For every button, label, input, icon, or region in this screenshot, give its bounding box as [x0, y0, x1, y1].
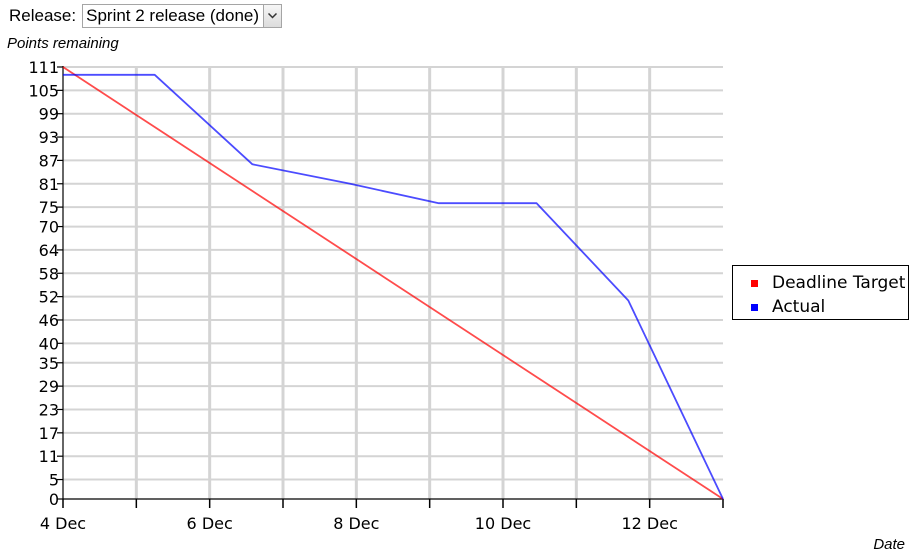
y-tick-label: 105	[28, 81, 59, 100]
legend-swatch	[751, 279, 758, 287]
y-tick-label: 35	[39, 354, 59, 373]
y-tick-label: 52	[39, 288, 59, 307]
x-tick-label: 6 Dec	[187, 514, 233, 533]
x-tick-label: 4 Dec	[40, 514, 86, 533]
series-line-deadline-target	[62, 66, 724, 500]
legend-item: Deadline Target	[733, 271, 908, 295]
y-tick-label: 40	[39, 334, 59, 353]
y-tick-label: 17	[39, 424, 59, 443]
legend-label: Deadline Target	[772, 273, 906, 293]
chart-legend: Deadline Target Actual	[732, 265, 909, 320]
y-tick-label: 5	[49, 471, 59, 490]
series-line-actual	[63, 73, 724, 500]
release-label: Release:	[9, 6, 77, 25]
y-tick-label: 23	[39, 400, 59, 419]
x-axis-title: Date	[873, 536, 905, 553]
y-tick-label: 99	[39, 105, 59, 124]
legend-item: Actual	[733, 295, 908, 319]
x-tick-label: 10 Dec	[475, 514, 531, 533]
chevron-down-icon[interactable]	[263, 5, 282, 27]
x-tick-label: 12 Dec	[621, 514, 677, 533]
release-selector: Release: Sprint 2 release (done)	[9, 3, 283, 29]
y-tick-label: 46	[39, 311, 59, 330]
legend-swatch	[751, 303, 758, 311]
y-tick-label: 11	[39, 447, 59, 466]
release-select-value: Sprint 2 release (done)	[86, 6, 260, 25]
legend-label: Actual	[772, 297, 826, 317]
y-tick-label: 58	[39, 264, 59, 283]
y-tick-label: 64	[39, 241, 59, 260]
y-axis-title: Points remaining	[7, 35, 119, 52]
y-tick-label: 93	[39, 128, 59, 147]
y-tick-label: 111	[28, 58, 59, 77]
y-tick-label: 29	[39, 377, 59, 396]
x-tick-label: 8 Dec	[333, 514, 379, 533]
y-tick-label: 0	[49, 490, 59, 509]
release-select[interactable]: Sprint 2 release (done)	[82, 4, 283, 28]
y-tick-label: 87	[39, 151, 59, 170]
y-tick-label: 81	[39, 175, 59, 194]
y-tick-label: 75	[39, 198, 59, 217]
y-tick-label: 70	[39, 218, 59, 237]
